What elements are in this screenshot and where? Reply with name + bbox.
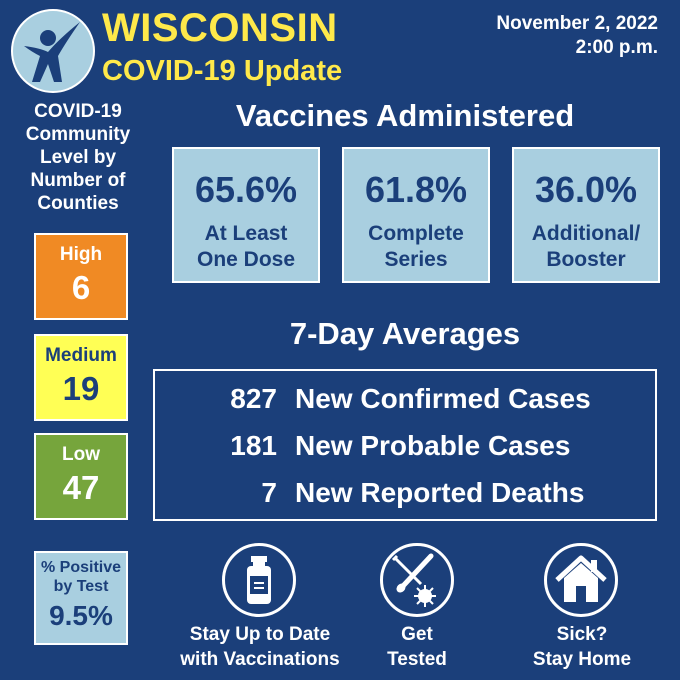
percent-positive-label-line: by Test [53,578,109,595]
person-figure-logo-icon [10,8,96,94]
vaccine-vial-icon [222,543,296,617]
average-label: New Probable Cases [295,430,571,461]
level-low-box: Low 47 [34,433,128,520]
action-caption-line: Stay Home [532,649,632,670]
level-name: Medium [45,345,117,366]
average-number: 827 [230,383,277,414]
vaccine-label-line: Series [384,248,448,271]
action-caption-line: Tested [387,649,447,670]
average-label: New Confirmed Cases [295,383,591,414]
average-row: 7 New Reported Deaths [155,477,655,521]
average-row: 827 New Confirmed Cases [155,383,655,427]
vaccines-heading: Vaccines Administered [235,98,575,133]
level-count: 47 [62,469,100,506]
average-label: New Reported Deaths [295,477,585,508]
vaccine-label-line: One Dose [196,248,296,271]
level-medium-box: Medium 19 [34,334,128,421]
level-name: High [59,244,103,265]
percent-positive-label-line: % Positive [40,559,122,576]
percent-positive-label: % Positive by Test [36,558,126,596]
level-count: 19 [62,370,100,407]
community-label-line: Level by [39,147,117,168]
vaccine-stat-box: 61.8% Complete Series [342,147,490,283]
community-label-line: Community [25,124,131,145]
averages-box: 827 New Confirmed Cases 181 New Probable… [153,369,657,521]
action-caption-line: with Vaccinations [180,649,340,670]
percent-positive-box: % Positive by Test 9.5% [34,551,128,645]
vaccine-label: Complete Series [344,221,488,273]
page-title: WISCONSIN [102,6,338,50]
update-date: November 2, 2022 [496,13,658,34]
average-number: 181 [230,430,277,461]
averages-heading: 7-Day Averages [289,316,521,351]
update-time: 2:00 p.m. [575,37,658,58]
action-caption-vaccinations: Stay Up to Date with Vaccinations [155,622,365,672]
vaccine-percent: 65.6% [194,169,298,210]
level-high-box: High 6 [34,233,128,320]
level-count: 6 [71,269,91,306]
average-row: 181 New Probable Cases [155,430,655,474]
date-time: November 2, 2022 2:00 p.m. [496,12,658,60]
action-caption-line: Get [401,624,433,645]
house-icon [544,543,618,617]
community-label-line: Counties [37,193,119,214]
vaccine-percent: 36.0% [534,169,638,210]
level-name: Low [62,444,100,465]
vaccine-percent: 61.8% [364,169,468,210]
action-caption-line: Stay Up to Date [189,624,331,645]
community-label-line: Number of [30,170,126,191]
action-caption-line: Sick? [556,624,608,645]
vaccine-label-line: Booster [546,248,626,271]
vaccine-label-line: At Least [204,222,288,245]
vaccine-label-line: Complete [368,222,464,245]
vaccine-label-line: Additional/ [531,222,641,245]
community-level-label: COVID-19 Community Level by Number of Co… [8,100,148,215]
page-subtitle: COVID-19 Update [102,55,343,87]
vaccine-label: Additional/ Booster [514,221,658,273]
vaccine-stat-box: 65.6% At Least One Dose [172,147,320,283]
action-caption-tested: Get Tested [357,622,477,672]
average-number: 7 [261,477,277,508]
test-swab-icon [380,543,454,617]
action-caption-stay-home: Sick? Stay Home [520,622,644,672]
community-label-line: COVID-19 [34,101,122,122]
vaccine-label: At Least One Dose [174,221,318,273]
vaccine-stat-box: 36.0% Additional/ Booster [512,147,660,283]
percent-positive-value: 9.5% [49,600,113,631]
